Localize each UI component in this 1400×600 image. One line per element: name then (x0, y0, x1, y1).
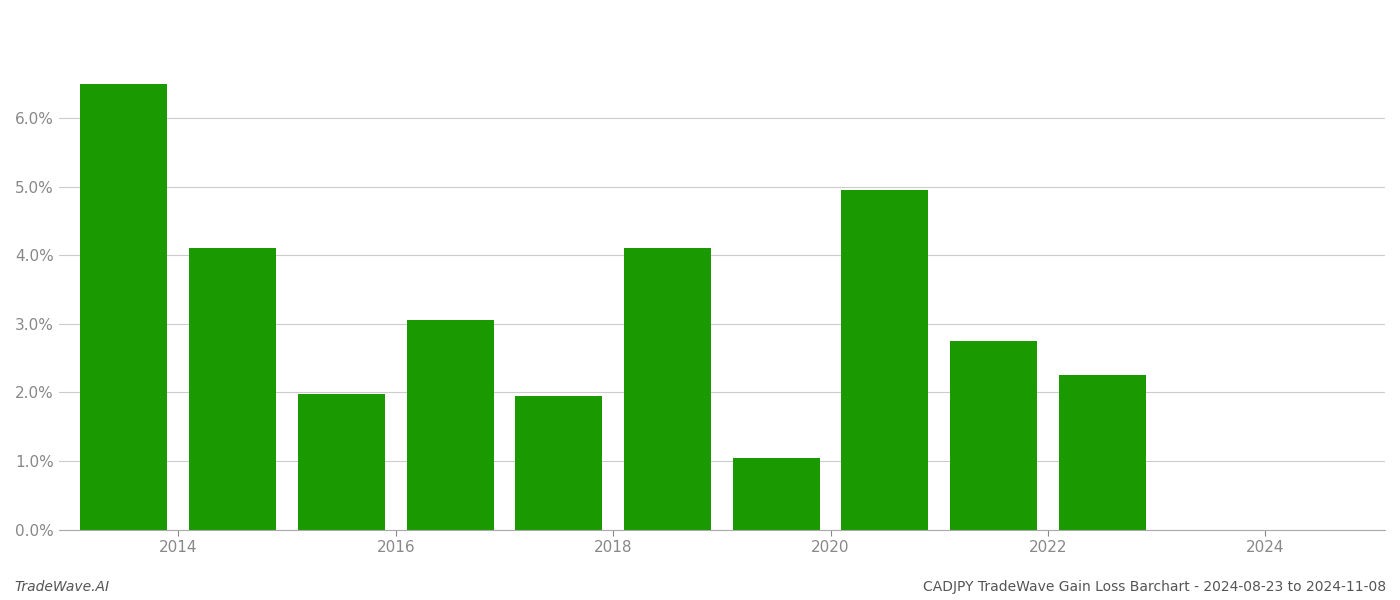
Bar (515, 396, 602, 530)
Bar (80, 83, 168, 530)
Bar (841, 190, 928, 530)
Bar (406, 320, 494, 530)
Bar (732, 458, 820, 530)
Bar (624, 248, 711, 530)
Text: CADJPY TradeWave Gain Loss Barchart - 2024-08-23 to 2024-11-08: CADJPY TradeWave Gain Loss Barchart - 20… (923, 580, 1386, 594)
Text: TradeWave.AI: TradeWave.AI (14, 580, 109, 594)
Bar (951, 341, 1037, 530)
Bar (1058, 375, 1145, 530)
Bar (189, 248, 276, 530)
Bar (298, 394, 385, 530)
